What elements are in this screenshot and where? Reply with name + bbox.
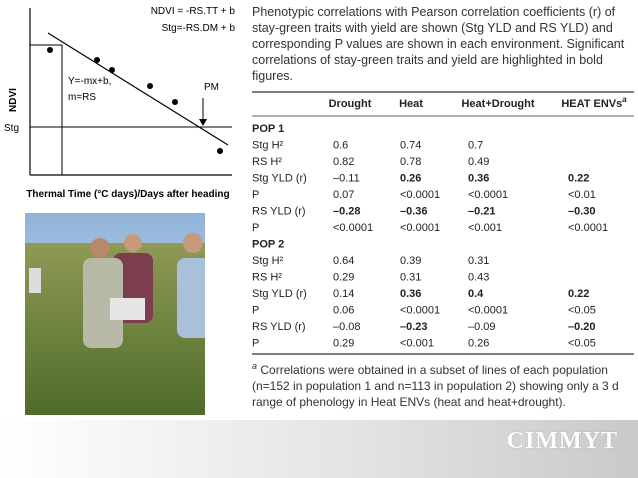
cell: 0.49 <box>468 156 489 168</box>
cell: 0.36 <box>468 172 489 184</box>
cell: 0.36 <box>400 288 421 300</box>
cell: –0.11 <box>333 172 360 184</box>
row-label: P <box>252 337 259 349</box>
cell: <0.0001 <box>333 222 373 234</box>
cell: 0.82 <box>333 156 354 168</box>
section-title: POP 2 <box>252 238 284 250</box>
cell: 0.26 <box>400 172 421 184</box>
column-header: Heat+Drought <box>461 98 534 110</box>
column-header: HEAT ENVsa <box>561 95 627 110</box>
cell: <0.0001 <box>400 222 440 234</box>
cell: <0.05 <box>568 304 596 316</box>
row-label: RS YLD (r) <box>252 321 306 333</box>
column-header: Drought <box>329 98 372 110</box>
equation: NDVI = -RS.TT + b <box>151 6 236 17</box>
section-title: POP 1 <box>252 123 284 135</box>
row-label: Stg YLD (r) <box>252 172 307 184</box>
cell: <0.05 <box>568 337 596 349</box>
cell: 0.31 <box>468 255 489 267</box>
cell: <0.0001 <box>568 222 608 234</box>
cell: –0.30 <box>568 205 596 217</box>
cell: –0.23 <box>400 321 428 333</box>
cell: 0.06 <box>333 304 354 316</box>
cell: 0.78 <box>400 156 421 168</box>
row-label: RS YLD (r) <box>252 205 306 217</box>
diagram: NDVI = -RS.TT + b Stg=-RS.DM + b Y=-mx+b… <box>4 6 236 200</box>
cell: <0.001 <box>468 222 502 234</box>
cell: –0.09 <box>468 321 496 333</box>
cell: 0.14 <box>333 288 354 300</box>
label: Stg <box>4 123 19 134</box>
cell: 0.6 <box>333 139 348 151</box>
y-axis-label: NDVI <box>8 88 19 112</box>
cell: <0.01 <box>568 189 596 201</box>
logo: CIMMYT <box>506 428 618 454</box>
cell: 0.26 <box>468 337 489 349</box>
caption: Phenotypic correlations with Pearson cor… <box>252 5 625 83</box>
cell: <0.0001 <box>468 304 508 316</box>
cell: –0.08 <box>333 321 361 333</box>
row-label: RS H² <box>252 156 282 168</box>
header-mark: a <box>622 95 627 104</box>
footer-band <box>0 420 638 478</box>
cell: 0.22 <box>568 288 589 300</box>
cell: 0.29 <box>333 271 354 283</box>
equation: Y=-mx+b, <box>68 76 111 87</box>
equation: m=RS <box>68 92 96 103</box>
cell: 0.43 <box>468 271 489 283</box>
equation: Stg=-RS.DM + b <box>162 23 236 34</box>
table: Drought Heat Heat+Drought HEAT ENVsa POP 1 St… <box>252 91 634 355</box>
cell: 0.39 <box>400 255 421 267</box>
cell: 0.31 <box>400 271 421 283</box>
row-label: Stg YLD (r) <box>252 288 307 300</box>
x-axis-label: Thermal Time (°C days)/Days after headin… <box>26 189 229 200</box>
cell: <0.0001 <box>468 189 508 201</box>
footnote-mark: a <box>252 361 258 371</box>
cell: <0.0001 <box>400 189 440 201</box>
cell: –0.21 <box>468 205 496 217</box>
row-label: Stg H² <box>252 255 284 267</box>
cell: 0.64 <box>333 255 354 267</box>
footnote: a Correlations were obtained in a subset… <box>252 358 632 410</box>
cell: –0.20 <box>568 321 596 333</box>
cell: 0.07 <box>333 189 354 201</box>
row-label: RS H² <box>252 271 282 283</box>
row-label: Stg H² <box>252 139 284 151</box>
cell: –0.28 <box>333 205 361 217</box>
photo <box>25 213 205 415</box>
cell: 0.22 <box>568 172 589 184</box>
row-label: P <box>252 304 259 316</box>
cell: <0.001 <box>400 337 434 349</box>
cell: 0.29 <box>333 337 354 349</box>
cell: –0.36 <box>400 205 428 217</box>
cell: 0.74 <box>400 139 421 151</box>
row-label: P <box>252 189 259 201</box>
cell: 0.7 <box>468 139 483 151</box>
column-header: Heat <box>399 98 423 110</box>
label: PM <box>204 82 219 93</box>
row-label: P <box>252 222 259 234</box>
cell: 0.4 <box>468 288 484 300</box>
footnote-text: Correlations were obtained in a subset o… <box>252 363 619 409</box>
cell: <0.0001 <box>400 304 440 316</box>
